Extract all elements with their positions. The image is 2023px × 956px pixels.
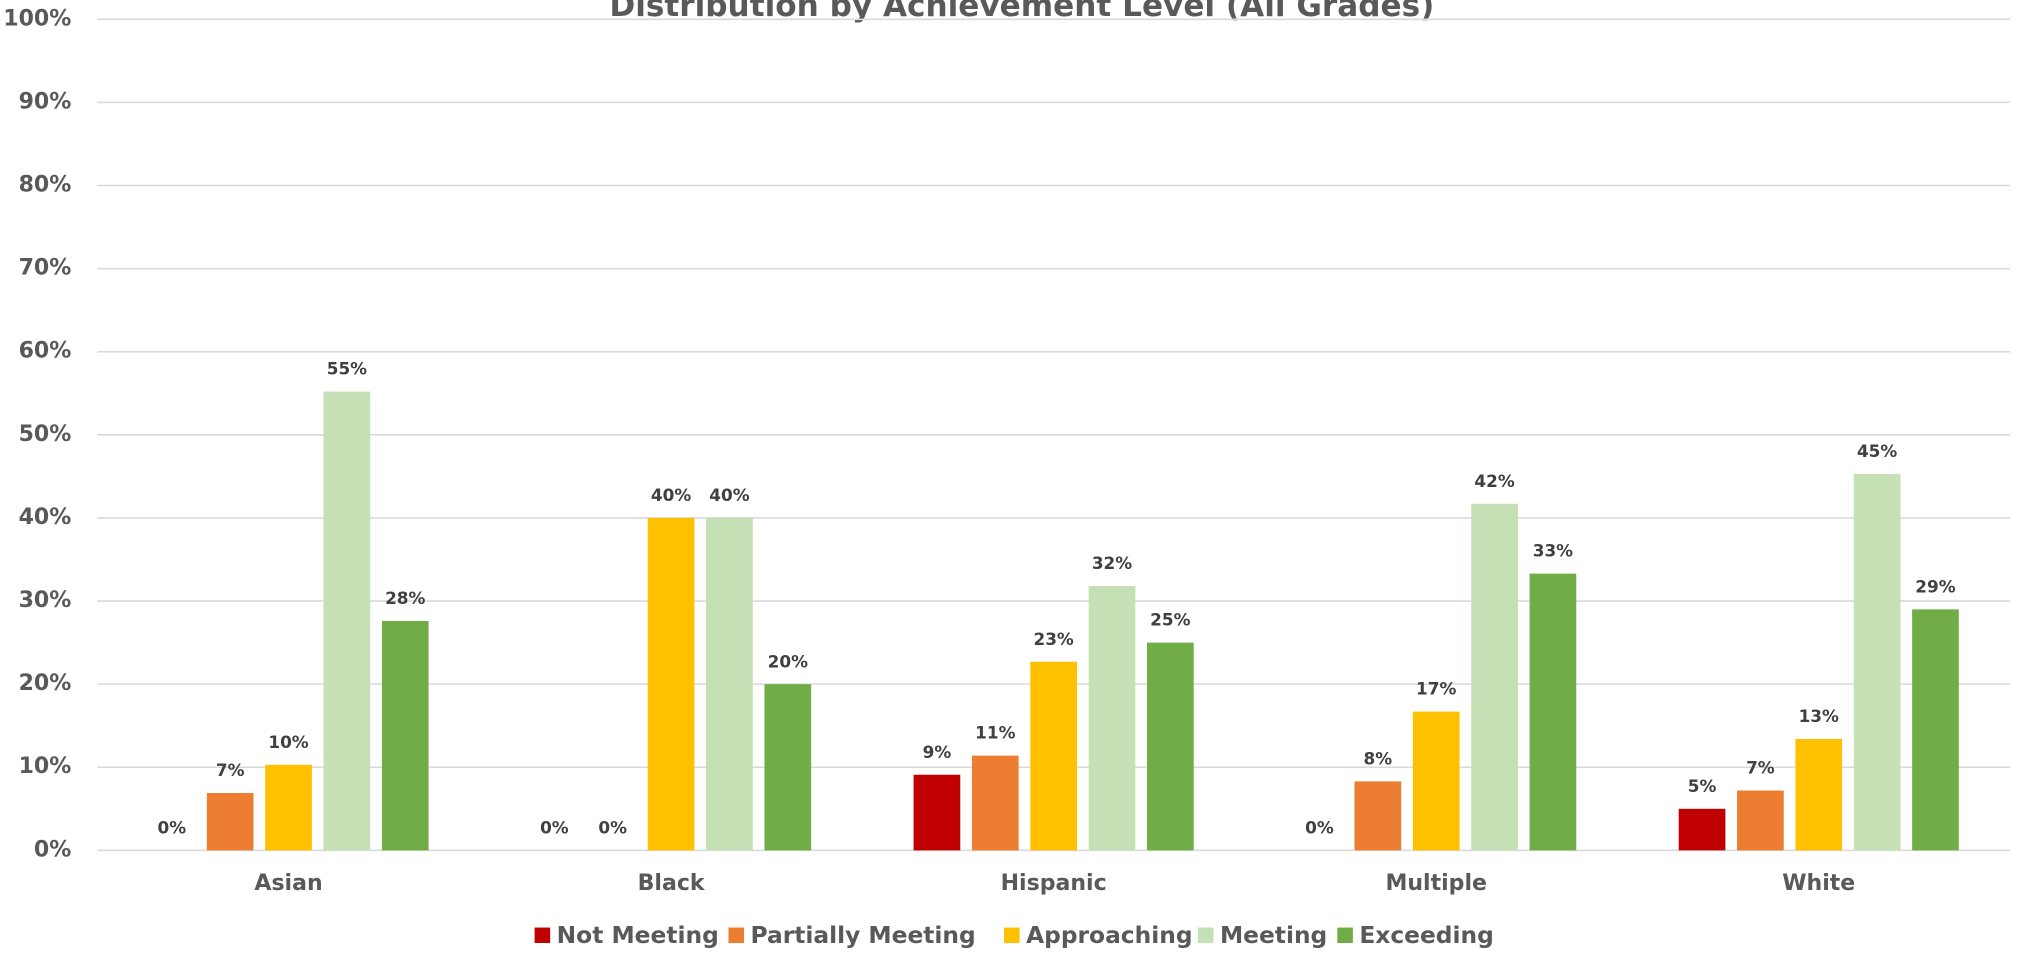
data-label: 0% — [540, 818, 569, 838]
data-label: 13% — [1799, 706, 1840, 726]
data-label: 8% — [1364, 749, 1393, 769]
data-label: 0% — [598, 818, 627, 838]
data-label: 40% — [709, 485, 750, 505]
bar — [1529, 573, 1577, 851]
bar — [1412, 711, 1460, 851]
data-label: 11% — [975, 723, 1016, 743]
bar — [1354, 781, 1402, 851]
bar — [1471, 503, 1518, 851]
bar — [1678, 808, 1726, 851]
y-tick-label: 30% — [19, 588, 72, 613]
bar — [764, 684, 812, 851]
bar — [323, 391, 371, 851]
data-label: 17% — [1416, 679, 1457, 699]
bar — [1088, 586, 1136, 851]
legend-swatch — [534, 927, 551, 943]
data-label: 45% — [1857, 441, 1898, 461]
x-tick-label: Black — [638, 871, 705, 896]
x-tick-label: Multiple — [1385, 871, 1486, 896]
data-label: 10% — [268, 732, 309, 752]
data-label: 23% — [1033, 629, 1074, 649]
legend-label: Exceeding — [1359, 922, 1493, 949]
y-tick-label: 0% — [34, 837, 71, 862]
bar — [647, 517, 695, 851]
data-label: 0% — [158, 818, 187, 838]
bar — [706, 517, 753, 851]
bar — [971, 755, 1019, 851]
legend-swatch — [728, 927, 745, 943]
data-label: 9% — [923, 742, 952, 762]
y-tick-label: 60% — [19, 339, 72, 364]
data-label: 5% — [1688, 776, 1717, 796]
y-tick-label: 50% — [19, 422, 72, 447]
bar — [1147, 642, 1194, 851]
data-label: 7% — [1746, 758, 1775, 778]
chart-title: Distribution by Achievement Level (All G… — [609, 0, 1434, 24]
bar — [1912, 609, 1959, 851]
legend-label: Not Meeting — [557, 922, 719, 949]
legend-swatch — [1197, 927, 1214, 943]
bar — [265, 764, 312, 851]
data-label: 33% — [1533, 541, 1574, 561]
x-tick-label: White — [1782, 871, 1855, 896]
bar — [1030, 661, 1077, 851]
legend-label: Partially Meeting — [751, 922, 976, 949]
y-tick-label: 40% — [19, 505, 72, 530]
legend-label: Approaching — [1026, 922, 1192, 949]
legend-swatch — [1337, 927, 1353, 943]
bar — [1853, 473, 1901, 851]
data-label: 28% — [385, 588, 426, 608]
bar — [206, 793, 254, 851]
data-label: 42% — [1474, 471, 1515, 491]
y-tick-label: 20% — [19, 671, 72, 696]
y-tick-label: 80% — [19, 173, 72, 198]
y-tick-label: 90% — [19, 89, 72, 114]
data-label: 7% — [216, 760, 245, 780]
legend-label: Meeting — [1220, 922, 1327, 949]
data-label: 55% — [327, 359, 368, 379]
data-label: 32% — [1092, 553, 1133, 573]
data-label: 29% — [1915, 577, 1956, 597]
data-label: 40% — [651, 485, 692, 505]
bar — [1737, 790, 1784, 851]
bar — [381, 620, 429, 851]
bar — [913, 774, 961, 851]
data-label: 0% — [1305, 818, 1334, 838]
y-tick-label: 100% — [3, 6, 71, 31]
data-label: 20% — [768, 651, 809, 671]
y-tick-label: 10% — [19, 754, 72, 779]
data-label: 25% — [1150, 610, 1191, 630]
x-tick-label: Asian — [254, 871, 322, 896]
y-tick-label: 70% — [19, 256, 72, 281]
bar — [1795, 739, 1843, 851]
x-tick-label: Hispanic — [1001, 871, 1107, 896]
legend-swatch — [1004, 927, 1020, 943]
